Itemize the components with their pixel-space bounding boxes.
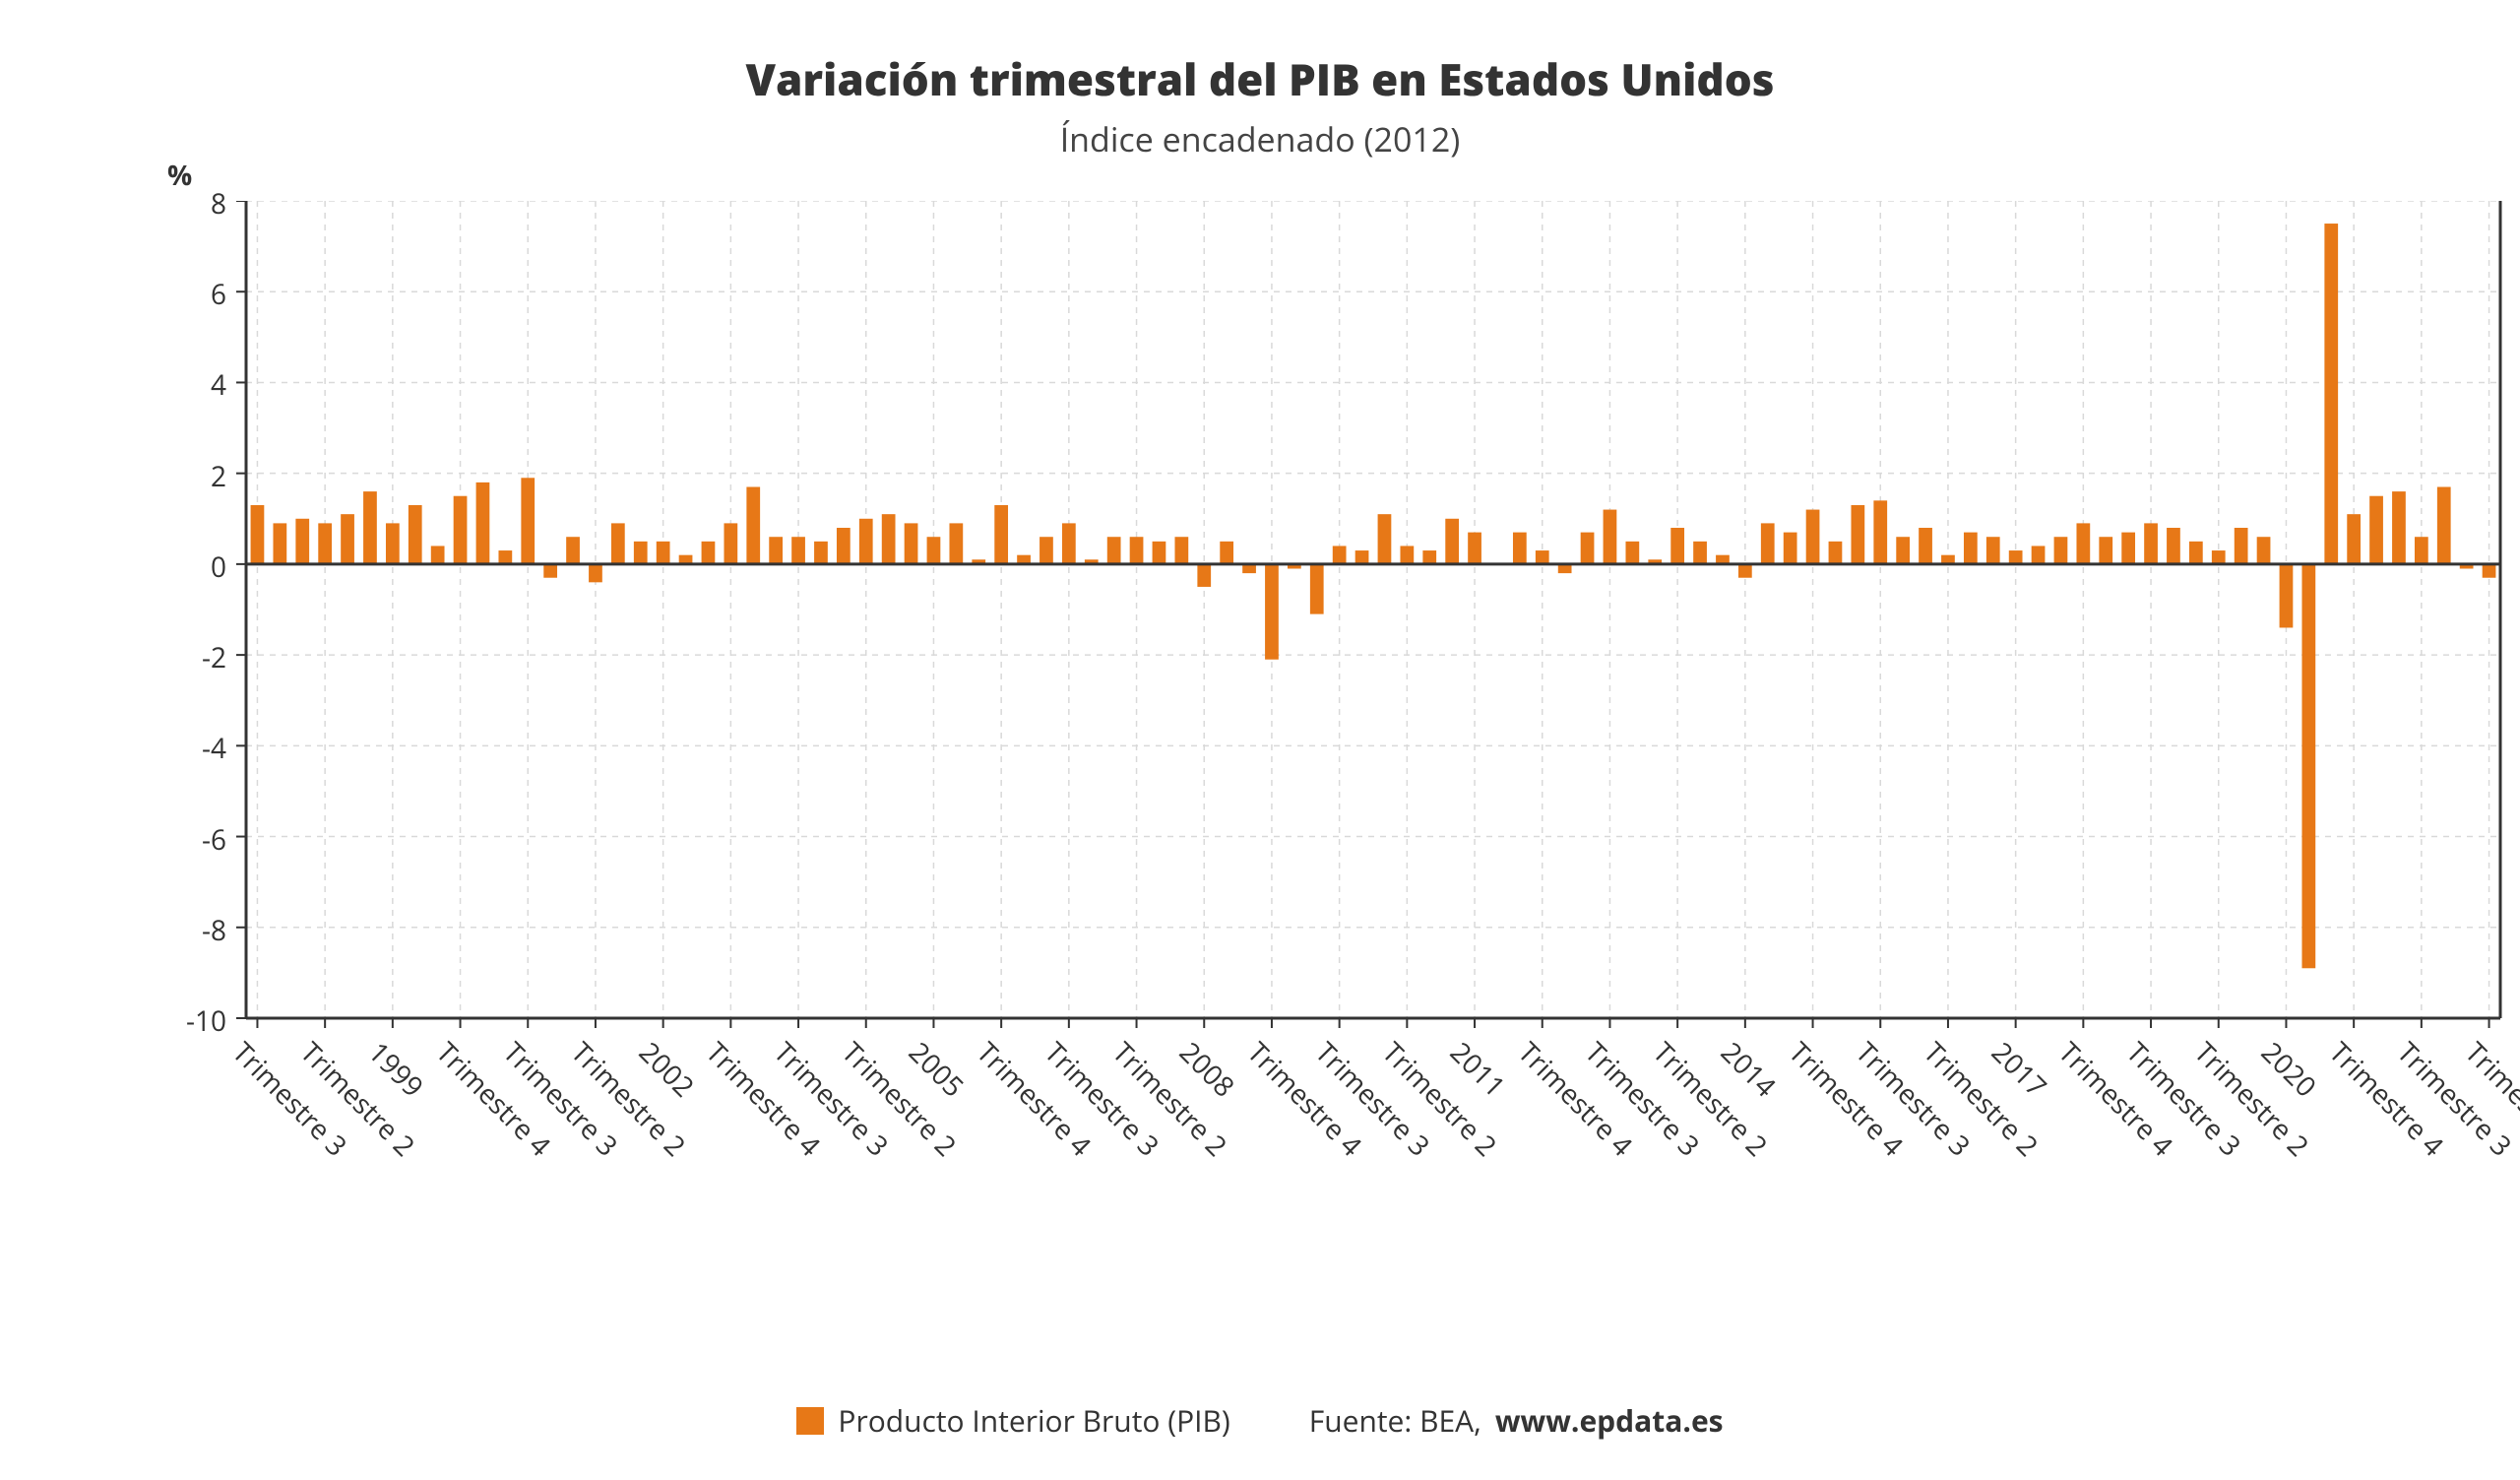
y-tick-label: -8 bbox=[167, 912, 226, 949]
legend-swatch-icon bbox=[796, 1407, 824, 1435]
chart-title: Variación trimestral del PIB en Estados … bbox=[69, 49, 2451, 108]
legend-series: Producto Interior Bruto (PIB) bbox=[796, 1400, 1229, 1441]
y-tick-label: -2 bbox=[167, 639, 226, 676]
y-tick-label: 8 bbox=[167, 185, 226, 223]
y-tick-label: -6 bbox=[167, 821, 226, 859]
y-tick-label: 6 bbox=[167, 276, 226, 313]
y-tick-label: -10 bbox=[167, 1002, 226, 1040]
source-prefix: Fuente: BEA, bbox=[1309, 1400, 1481, 1441]
plot-area: % -10-8-6-4-202468Trimestre 3Trimestre 2… bbox=[69, 201, 2451, 1371]
y-tick-label: 4 bbox=[167, 366, 226, 404]
y-tick-label: 2 bbox=[167, 458, 226, 495]
legend-series-label: Producto Interior Bruto (PIB) bbox=[838, 1400, 1229, 1441]
legend-row: Producto Interior Bruto (PIB) Fuente: BE… bbox=[69, 1400, 2451, 1441]
chart-container: Variación trimestral del PIB en Estados … bbox=[0, 0, 2520, 1480]
chart-svg bbox=[69, 201, 2520, 1028]
y-tick-label: 0 bbox=[167, 548, 226, 586]
chart-subtitle: Índice encadenado (2012) bbox=[69, 116, 2451, 161]
y-tick-label: -4 bbox=[167, 730, 226, 767]
legend-source: Fuente: BEA, www.epdata.es bbox=[1309, 1400, 1724, 1441]
source-domain: www.epdata.es bbox=[1495, 1400, 1724, 1441]
